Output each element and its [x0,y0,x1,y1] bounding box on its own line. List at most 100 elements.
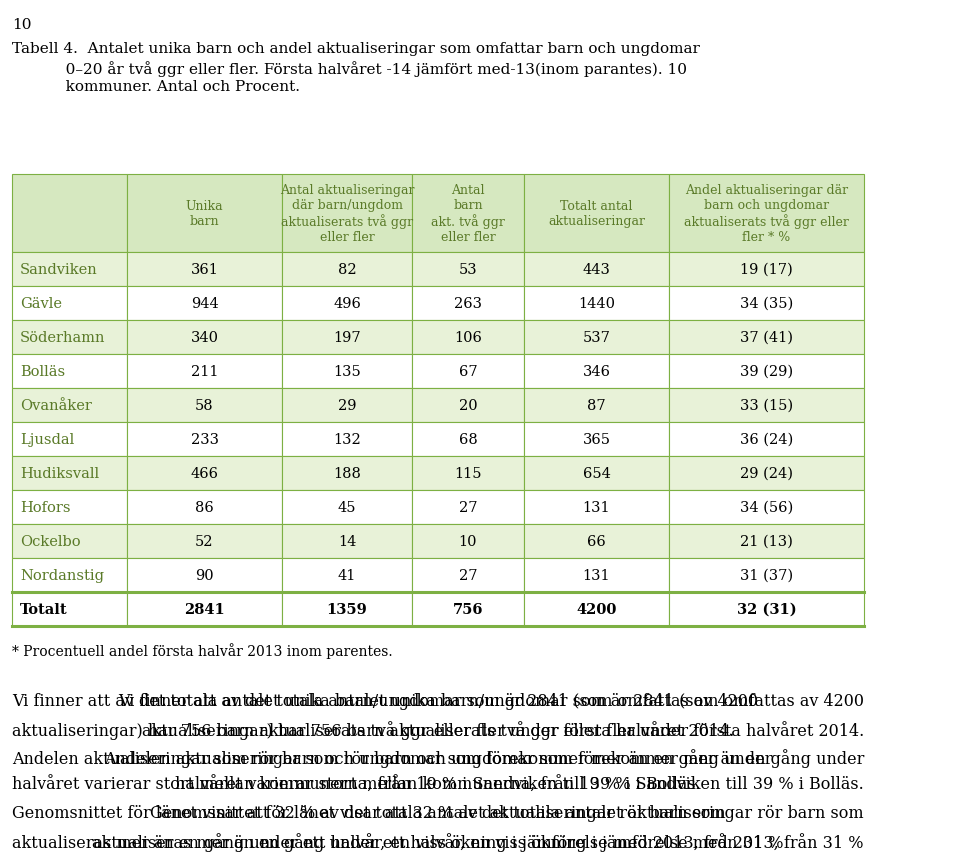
Text: Totalt: Totalt [20,603,67,616]
Text: 115: 115 [454,467,482,480]
Text: 37 (41): 37 (41) [740,331,793,344]
Bar [12,355,127,388]
Bar [524,592,669,626]
Text: aktualiseringar) har 756 barn aktualiserats två ggr eller fler under första halv: aktualiseringar) har 756 barn aktualiser… [12,720,734,739]
Text: Antal aktualiseringar
där barn/ungdom
aktualiserats två ggr
eller fler: Antal aktualiseringar där barn/ungdom ak… [279,183,415,244]
Bar [524,456,669,491]
Text: halvåret varierar stort mellan kommunerna, från 19 % i Sandviken till 39 % i Bol: halvåret varierar stort mellan kommunern… [176,776,864,793]
Text: 263: 263 [454,297,482,311]
Bar [282,175,412,253]
Bar [412,388,524,423]
Text: Sandviken: Sandviken [20,263,98,276]
Bar [12,320,127,355]
Bar [669,175,864,253]
Text: 211: 211 [191,364,218,379]
Text: 27: 27 [459,500,477,514]
Bar [12,253,127,287]
Text: 1359: 1359 [326,603,368,616]
Text: 27: 27 [459,568,477,582]
Text: 10: 10 [459,535,477,548]
Text: 87: 87 [588,399,606,412]
Text: Andelen aktualiseringar som rör barn och ungdomar som förekommer mer än en gång : Andelen aktualiseringar som rör barn och… [12,748,773,767]
Text: 496: 496 [333,297,361,311]
Text: Hofors: Hofors [20,500,70,514]
Bar [412,524,524,558]
Text: 32 (31): 32 (31) [736,603,796,616]
Bar [412,592,524,626]
Text: 443: 443 [583,263,611,276]
Bar [12,388,127,423]
Bar [127,423,282,456]
Text: Andelen aktualiseringar som rör barn och ungdomar som förekommer mer än en gång : Andelen aktualiseringar som rör barn och… [104,748,864,767]
Bar [282,320,412,355]
Text: 68: 68 [459,432,477,447]
Text: 0–20 år två ggr eller fler. Första halvåret -14 jämfört med-13(inom parantes). 1: 0–20 år två ggr eller fler. Första halvå… [12,61,687,77]
Text: Ovanåker: Ovanåker [20,399,92,412]
Text: Ockelbo: Ockelbo [20,535,81,548]
Bar [524,524,669,558]
Text: 131: 131 [583,500,611,514]
Text: * Procentuell andel första halvår 2013 inom parentes.: * Procentuell andel första halvår 2013 i… [12,642,393,658]
Text: 86: 86 [195,500,214,514]
Bar [12,592,127,626]
Bar [669,558,864,592]
Text: 361: 361 [191,263,219,276]
Text: 10: 10 [12,18,32,32]
Text: 654: 654 [583,467,611,480]
Bar [524,320,669,355]
Text: 340: 340 [190,331,219,344]
Bar [412,253,524,287]
Text: 132: 132 [333,432,361,447]
Text: Söderhamn: Söderhamn [20,331,106,344]
Text: 466: 466 [190,467,219,480]
Bar [412,491,524,524]
Text: 36 (24): 36 (24) [740,432,793,447]
Bar [12,524,127,558]
Bar [282,287,412,320]
Text: Genomsnittet för länet visar att 32 % av det totala antalet aktualiseringar rör : Genomsnittet för länet visar att 32 % av… [151,804,864,821]
Text: 20: 20 [459,399,477,412]
Text: Ljusdal: Ljusdal [20,432,74,447]
Text: till 32 % (tabell 4).: till 32 % (tabell 4). [12,860,164,861]
Bar [282,456,412,491]
Bar [669,253,864,287]
Bar [412,355,524,388]
Text: Genomsnittet för länet visar att 32 % av det totala antalet aktualiseringar rör : Genomsnittet för länet visar att 32 % av… [12,804,726,821]
Text: aktualiseringar) har 756 barn aktualiserats två ggr eller fler under första halv: aktualiseringar) har 756 barn aktualiser… [142,720,864,739]
Bar [669,456,864,491]
Text: aktualiseras mer än en gång under ett halvår, en viss ökning i jämförelse med 20: aktualiseras mer än en gång under ett ha… [92,832,864,851]
Bar [282,524,412,558]
Bar [669,287,864,320]
Text: 346: 346 [583,364,611,379]
Text: Unika
barn: Unika barn [185,200,224,228]
Bar [282,491,412,524]
Bar [12,423,127,456]
Bar [524,423,669,456]
Text: 537: 537 [583,331,611,344]
Bar [127,287,282,320]
Bar [669,423,864,456]
Text: 41: 41 [338,568,356,582]
Bar [282,388,412,423]
Bar [12,456,127,491]
Text: 4200: 4200 [576,603,616,616]
Bar [282,253,412,287]
Text: Bolläs: Bolläs [20,364,65,379]
Text: 233: 233 [190,432,219,447]
Text: 131: 131 [583,568,611,582]
Bar [524,558,669,592]
Text: Antal
barn
akt. två ggr
eller fler: Antal barn akt. två ggr eller fler [431,183,505,244]
Text: Gävle: Gävle [20,297,62,311]
Bar [127,491,282,524]
Bar [127,388,282,423]
Text: 58: 58 [195,399,214,412]
Text: 19 (17): 19 (17) [740,263,793,276]
Bar [127,524,282,558]
Bar [669,355,864,388]
Text: halvåret varierar stort mellan kommunerna, från 19 % i Sandviken till 39 % i Bol: halvåret varierar stort mellan kommunern… [12,776,701,793]
Text: 944: 944 [191,297,218,311]
Bar [524,253,669,287]
Bar [412,287,524,320]
Bar [282,423,412,456]
Bar [12,558,127,592]
